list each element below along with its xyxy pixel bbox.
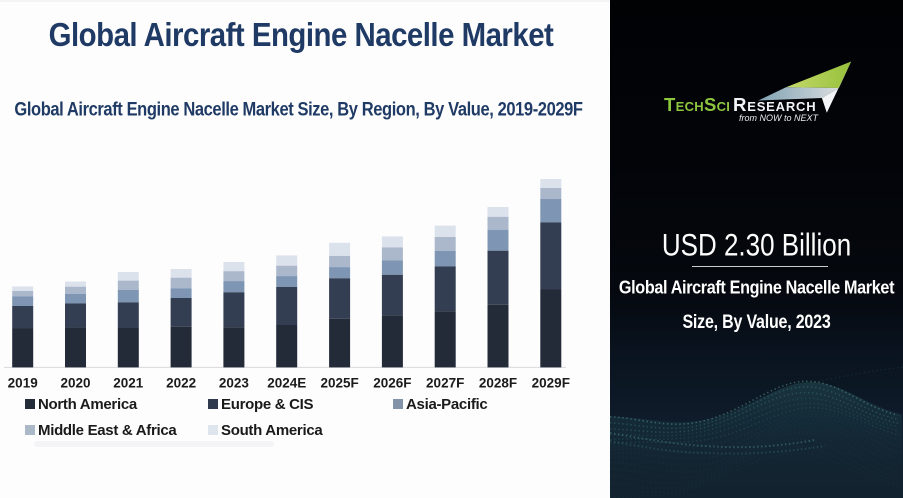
- svg-text:2021: 2021: [113, 376, 144, 391]
- svg-text:2025F: 2025F: [320, 376, 358, 391]
- svg-text:2022: 2022: [166, 376, 196, 391]
- svg-text:2029F: 2029F: [532, 376, 570, 391]
- svg-text:2020: 2020: [60, 376, 90, 391]
- svg-text:2019: 2019: [8, 376, 38, 391]
- svg-text:TechSci: TechSci: [664, 94, 730, 115]
- svg-text:2024E: 2024E: [267, 376, 306, 391]
- svg-text:2027F: 2027F: [426, 376, 464, 391]
- svg-text:Research: Research: [733, 94, 816, 115]
- svg-text:2023: 2023: [219, 376, 250, 391]
- svg-text:2028F: 2028F: [479, 376, 517, 391]
- svg-text:from NOW to NEXT: from NOW to NEXT: [739, 113, 820, 123]
- svg-text:2026F: 2026F: [373, 376, 411, 391]
